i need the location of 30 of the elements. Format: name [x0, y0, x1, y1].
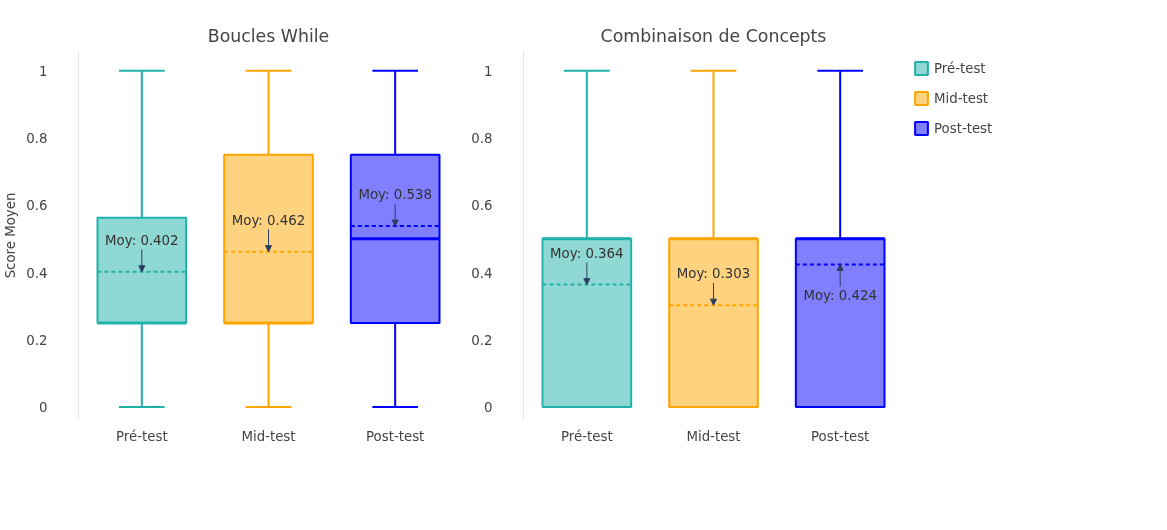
annotation: Moy: 0.364: [550, 245, 624, 261]
annotation: Moy: 0.402: [105, 232, 179, 248]
annotation: Moy: 0.538: [358, 187, 432, 203]
x-tick-label: Post-test: [811, 428, 870, 444]
x-tick-label: Mid-test: [241, 428, 296, 444]
y-tick-label: 0: [484, 400, 493, 416]
x-tick-label: Pré-test: [116, 428, 168, 444]
annotation: Moy: 0.303: [676, 266, 751, 282]
y-tick-label: 1: [484, 63, 493, 79]
y-tick-label: 0.8: [26, 130, 48, 146]
y-tick-label: 0.4: [471, 265, 493, 281]
legend-label: Pré-test: [934, 60, 986, 76]
y-tick-label: 0.2: [26, 332, 48, 348]
x-tick-label: Mid-test: [686, 428, 741, 444]
y-tick-label: 0.6: [471, 198, 493, 214]
annotation: Moy: 0.462: [231, 212, 306, 228]
y-tick-label: 0.8: [471, 130, 493, 146]
legend-label: Mid-test: [934, 90, 989, 106]
y-tick-label: 0: [39, 400, 48, 416]
x-tick-label: Post-test: [366, 428, 425, 444]
y-tick-label: 0.6: [26, 198, 48, 214]
chart-title: Boucles While: [207, 25, 330, 46]
x-tick-label: Pré-test: [561, 428, 613, 444]
y-tick-label: 0.4: [26, 265, 48, 281]
y-axis-title: Score Moyen: [3, 192, 19, 279]
annotation: Moy: 0.424: [803, 288, 877, 304]
y-tick-label: 0.2: [471, 332, 493, 348]
chart-title: Combinaison de Concepts: [600, 25, 827, 46]
y-tick-label: 1: [39, 63, 48, 79]
legend-label: Post-test: [934, 120, 993, 136]
